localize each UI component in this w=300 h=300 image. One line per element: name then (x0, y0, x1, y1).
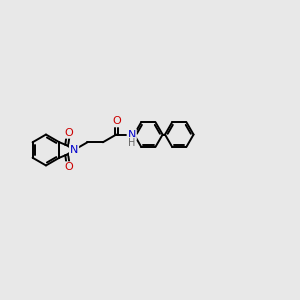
Text: N: N (128, 130, 136, 140)
Text: N: N (70, 145, 78, 155)
Text: O: O (112, 116, 121, 126)
Text: O: O (64, 162, 73, 172)
Text: H: H (128, 138, 135, 148)
Text: O: O (64, 128, 73, 138)
